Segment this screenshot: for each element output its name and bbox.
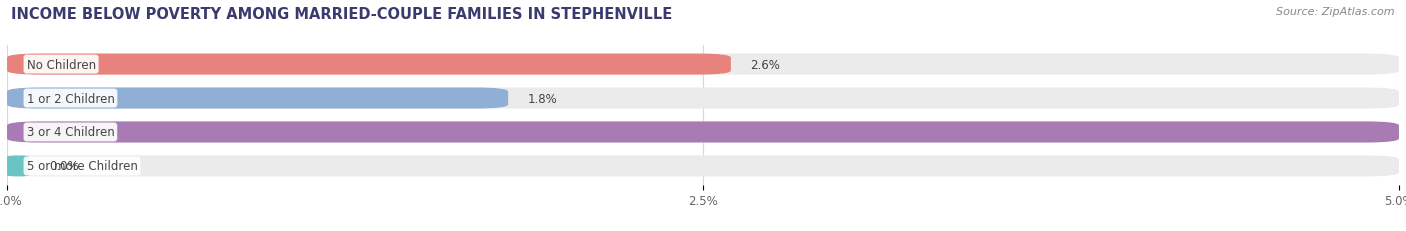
Text: 1.8%: 1.8% — [527, 92, 557, 105]
FancyBboxPatch shape — [7, 54, 1399, 75]
FancyBboxPatch shape — [7, 88, 1399, 109]
FancyBboxPatch shape — [7, 122, 1399, 143]
FancyBboxPatch shape — [7, 156, 30, 177]
Text: INCOME BELOW POVERTY AMONG MARRIED-COUPLE FAMILIES IN STEPHENVILLE: INCOME BELOW POVERTY AMONG MARRIED-COUPL… — [11, 7, 672, 22]
Text: 0.0%: 0.0% — [49, 160, 79, 173]
FancyBboxPatch shape — [7, 156, 1399, 177]
FancyBboxPatch shape — [7, 54, 731, 75]
FancyBboxPatch shape — [7, 88, 508, 109]
Text: 1 or 2 Children: 1 or 2 Children — [27, 92, 114, 105]
Text: 3 or 4 Children: 3 or 4 Children — [27, 126, 114, 139]
Text: Source: ZipAtlas.com: Source: ZipAtlas.com — [1277, 7, 1395, 17]
Text: 5 or more Children: 5 or more Children — [27, 160, 138, 173]
Text: 2.6%: 2.6% — [751, 58, 780, 71]
FancyBboxPatch shape — [7, 122, 1399, 143]
Text: No Children: No Children — [27, 58, 96, 71]
